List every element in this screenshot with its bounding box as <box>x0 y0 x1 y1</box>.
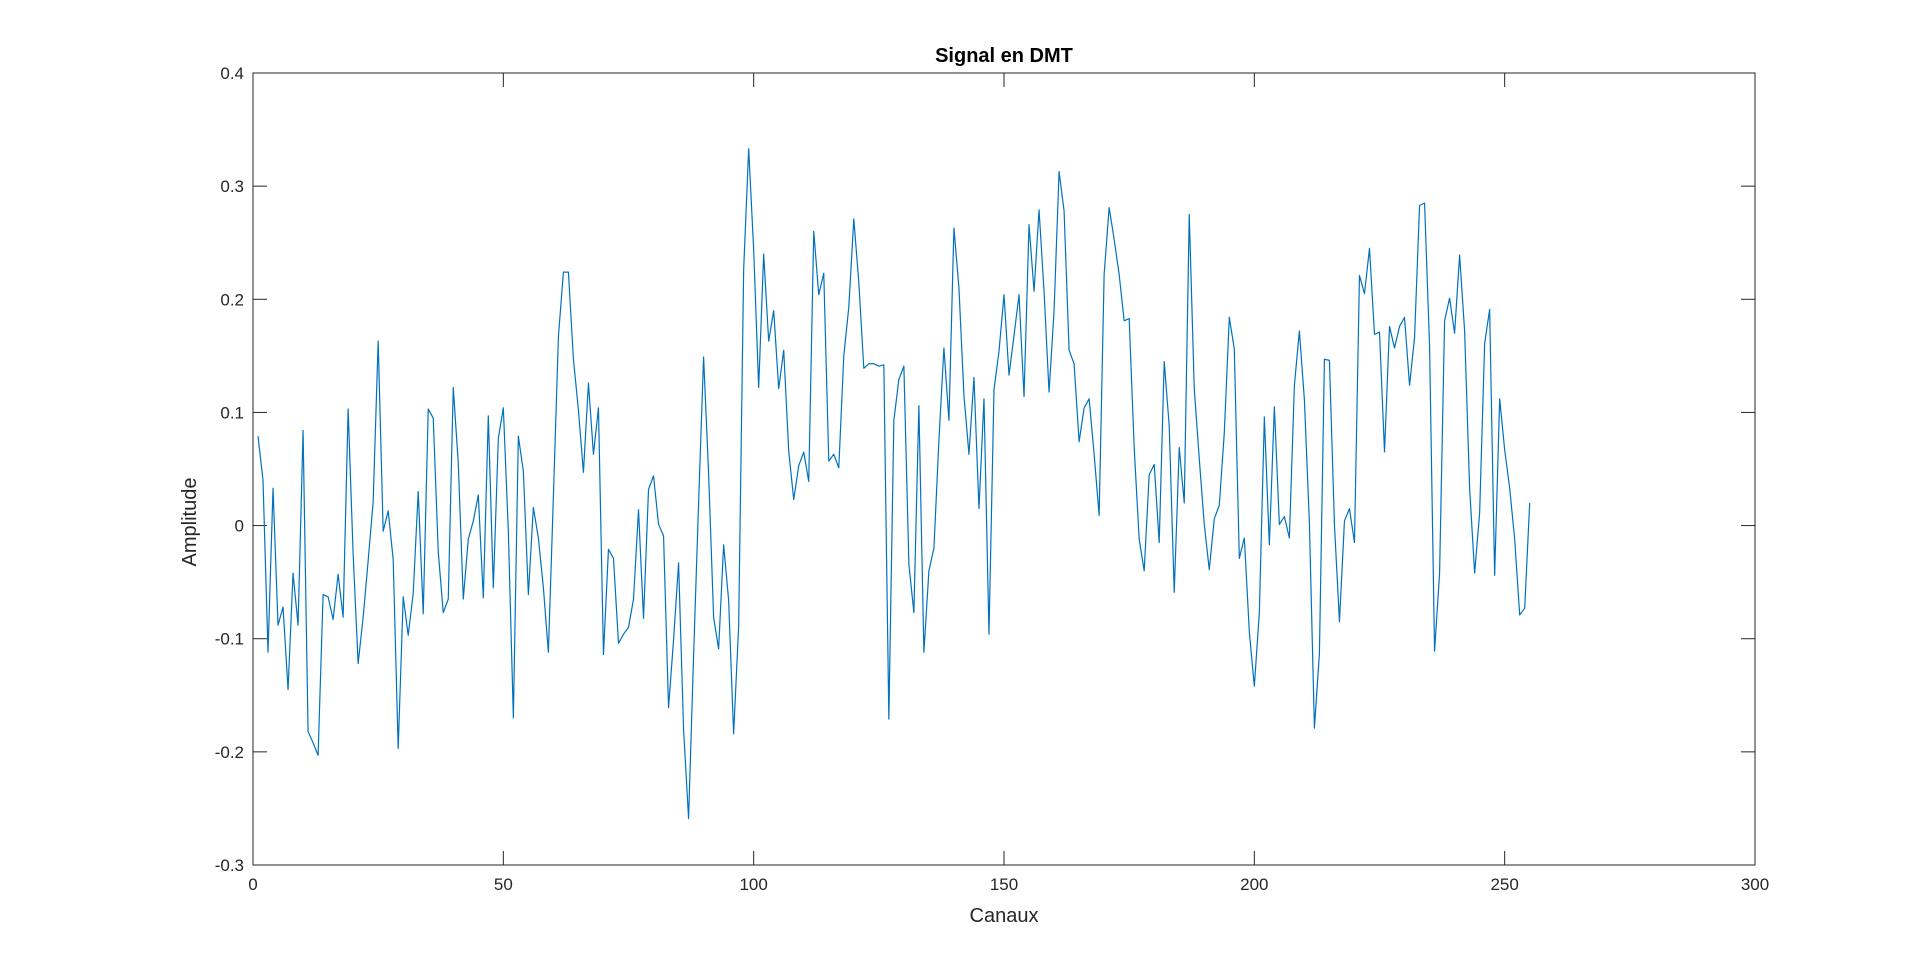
y-axis-label: Amplitude <box>179 478 201 567</box>
y-tick-label: -0.1 <box>215 630 244 649</box>
plot-area: 0 50 100 150 200 250 300 -0.3 -0.2 -0.1 0 0.1 0.2 0.3… <box>215 64 1769 894</box>
x-axis-label: Canaux <box>970 905 1039 927</box>
x-tick-label: 0 <box>248 875 257 894</box>
y-tick-label: 0 <box>235 517 244 536</box>
x-tick-label: 100 <box>739 875 767 894</box>
y-tick-label: 0.2 <box>220 290 244 309</box>
y-tick-label: 0.1 <box>220 403 244 422</box>
chart-title: Signal en DMT <box>935 45 1073 67</box>
axes-box <box>252 72 1756 866</box>
x-tick-label: 150 <box>990 875 1018 894</box>
x-tick-label: 250 <box>1490 875 1518 894</box>
x-tick-label: 50 <box>494 875 513 894</box>
y-tick-label: -0.3 <box>215 856 244 875</box>
y-tick-label: 0.4 <box>220 64 244 83</box>
y-tick-label: -0.2 <box>215 743 244 762</box>
x-tick-label: 300 <box>1741 875 1769 894</box>
x-tick-label: 200 <box>1240 875 1268 894</box>
signal-line-series <box>257 148 1531 820</box>
y-tick-label: 0.3 <box>220 177 244 196</box>
